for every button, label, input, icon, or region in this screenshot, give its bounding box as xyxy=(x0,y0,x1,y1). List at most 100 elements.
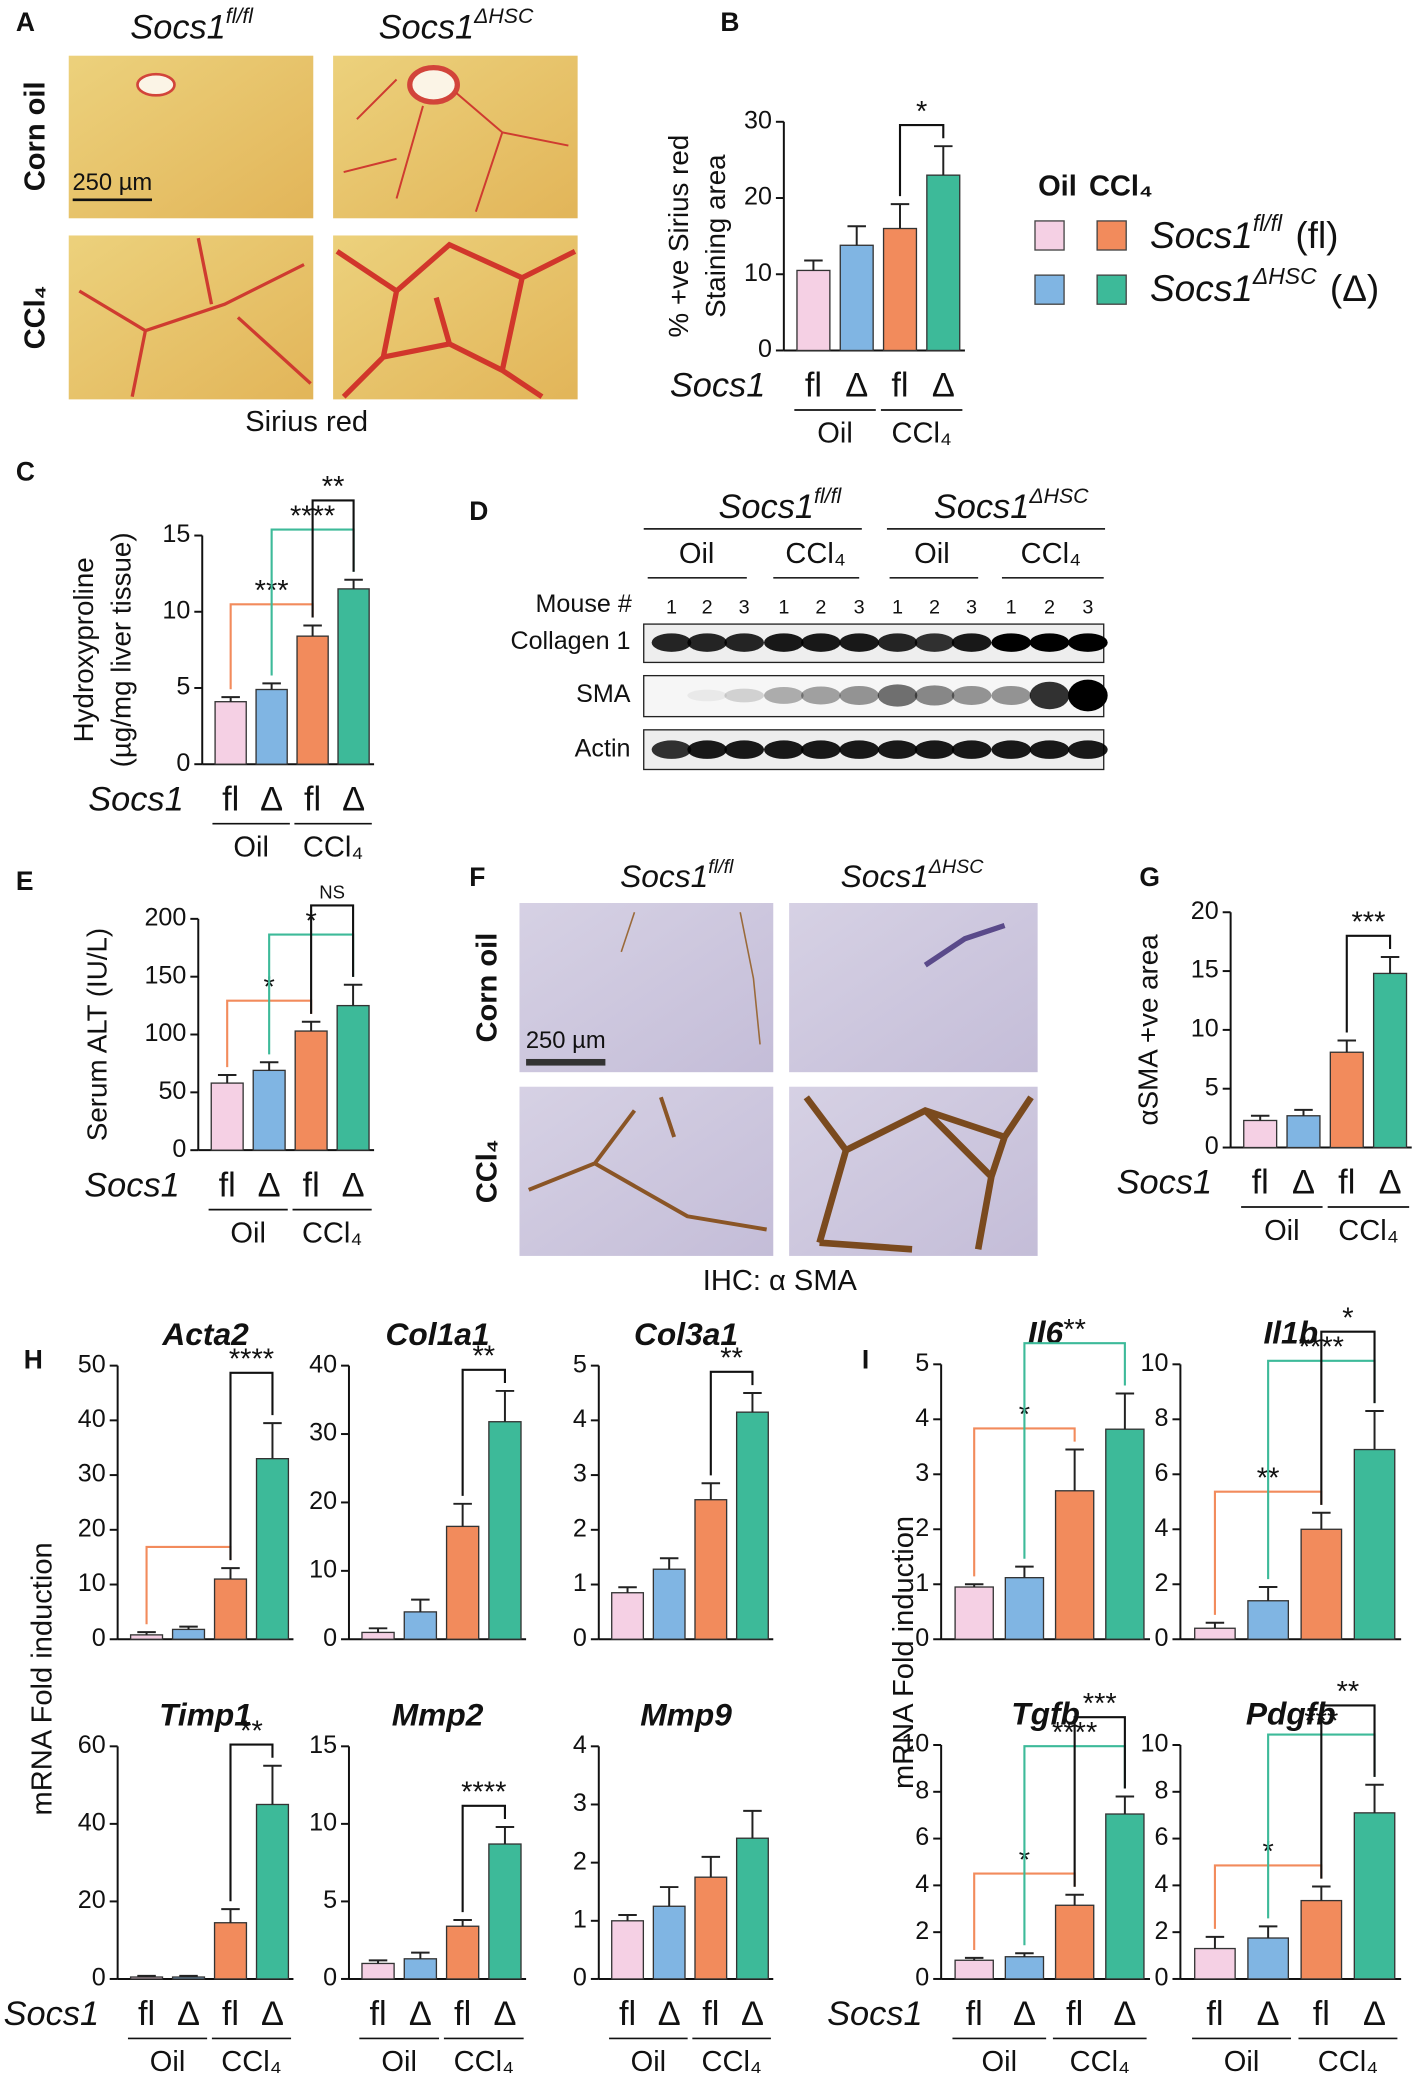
blot-row-label: Actin xyxy=(575,734,631,762)
x-tick-label: Δ xyxy=(342,780,365,818)
y-tick-label: 20 xyxy=(1191,897,1219,925)
mouse-label: Mouse # xyxy=(536,590,632,618)
genotype: ΔHSC xyxy=(1028,484,1089,508)
genotype: ΔHSC xyxy=(1252,263,1317,289)
band xyxy=(991,685,1032,705)
mouse-number: 3 xyxy=(966,596,977,618)
blot-group: CCl₄ xyxy=(785,538,845,570)
scale-label: 250 µm xyxy=(526,1027,606,1054)
bar xyxy=(337,588,370,765)
x-tick-label: Δ xyxy=(1113,1995,1136,2033)
mouse-number: 3 xyxy=(1082,596,1093,618)
blot-bands xyxy=(651,633,1108,759)
significance-bracket xyxy=(1023,1342,1126,1559)
x-tick-label: Δ xyxy=(1013,1995,1036,2033)
x-tick-label: fl xyxy=(304,780,321,818)
panel-label: C xyxy=(16,456,35,486)
y-tick-label: 15 xyxy=(309,1731,337,1759)
error-bar xyxy=(179,1974,198,1978)
y-tick-label: 0 xyxy=(1205,1132,1219,1160)
band xyxy=(877,633,918,652)
y-tick-label: 6 xyxy=(1155,1459,1169,1487)
bar xyxy=(445,1925,480,1980)
bar xyxy=(255,1803,290,1980)
error-bar xyxy=(221,696,240,702)
y-tick-label: 8 xyxy=(1155,1776,1169,1804)
y-tick-label: 40 xyxy=(309,1350,337,1378)
bar xyxy=(294,1030,328,1151)
error-bar xyxy=(411,1951,430,1959)
error-bar xyxy=(179,1625,198,1630)
gene-name: Socs1 xyxy=(130,8,226,46)
band xyxy=(764,740,804,759)
x-tick-label: Δ xyxy=(177,1995,200,2033)
x-tick-label: Δ xyxy=(658,1995,681,2033)
chart-title: Il1b xyxy=(1263,1315,1318,1351)
group-label: CCl₄ xyxy=(891,418,951,450)
y-tick-label: 6 xyxy=(1155,1823,1169,1851)
mouse-number: 1 xyxy=(1006,596,1017,618)
panel-label: H xyxy=(24,1345,43,1375)
y-axis-label: mRNA Fold induction xyxy=(26,1542,58,1815)
y-tick-label: 0 xyxy=(915,1964,929,1992)
x-tick-label: Δ xyxy=(1292,1164,1315,1202)
y-tick-label: 2 xyxy=(573,1847,587,1875)
error-bar xyxy=(1015,1565,1034,1578)
y-tick-label: 200 xyxy=(144,903,186,931)
x-tick-label: fl xyxy=(454,1995,471,2033)
x-tick-label: Δ xyxy=(1363,1995,1386,2033)
error-bar xyxy=(964,1583,984,1588)
error-bar xyxy=(659,1886,679,1907)
fibrosis xyxy=(343,78,569,212)
significance-label: ** xyxy=(472,1341,495,1373)
y-tick-label: 50 xyxy=(78,1350,106,1378)
band xyxy=(724,688,765,703)
error-bar xyxy=(263,1422,282,1459)
scale-label: 250 µm xyxy=(72,169,152,196)
y-tick-label: 10 xyxy=(744,259,772,287)
x-tick-label: fl xyxy=(138,1995,155,2033)
error-bar xyxy=(368,1627,388,1633)
bar xyxy=(129,1634,164,1640)
x-tick-label: Δ xyxy=(493,1995,516,2033)
error-bar xyxy=(847,225,866,246)
mouse-number: 1 xyxy=(666,596,677,618)
bar xyxy=(445,1525,480,1640)
legend-swatch xyxy=(1096,274,1127,305)
row-label: CCl₄ xyxy=(20,285,52,349)
error-bar xyxy=(964,1956,984,1961)
error-bar xyxy=(701,1482,721,1500)
bar xyxy=(1194,1627,1236,1640)
bar xyxy=(214,701,247,765)
bar xyxy=(403,1958,438,1980)
bar xyxy=(252,1069,286,1151)
genotype-label: Socs1fl/fl xyxy=(719,484,843,526)
row-label: Corn oil xyxy=(20,81,52,191)
error-bar xyxy=(618,1913,637,1921)
y-tick-label: 8 xyxy=(915,1776,929,1804)
bar xyxy=(652,1905,686,1980)
bar xyxy=(735,1837,769,1980)
y-tick-label: 40 xyxy=(78,1405,106,1433)
error-bar xyxy=(262,682,281,690)
x-axis-label: Socs1 xyxy=(1117,1164,1213,1202)
bar xyxy=(694,1499,728,1640)
bar xyxy=(1194,1947,1236,1980)
group-label: CCl₄ xyxy=(701,2046,761,2073)
bar xyxy=(403,1611,438,1640)
mouse-number: 3 xyxy=(739,596,750,618)
bar xyxy=(213,1922,248,1980)
error-bar xyxy=(743,1392,762,1413)
band xyxy=(724,633,765,652)
bar xyxy=(796,269,831,352)
significance-bracket xyxy=(310,904,355,1014)
x-tick-label: fl xyxy=(219,1166,236,1204)
caption: Sirius red xyxy=(245,406,368,438)
error-bar xyxy=(659,1557,679,1570)
genotype-label: Socs1fl/fl (fl) xyxy=(1150,210,1339,256)
y-axis-label: (µg/mg liver tissue) xyxy=(105,532,136,767)
error-bar xyxy=(453,1502,472,1527)
bar xyxy=(1329,1051,1364,1149)
x-axis-label: Socs1 xyxy=(4,1995,100,2033)
caption: IHC: α SMA xyxy=(703,1265,858,1297)
